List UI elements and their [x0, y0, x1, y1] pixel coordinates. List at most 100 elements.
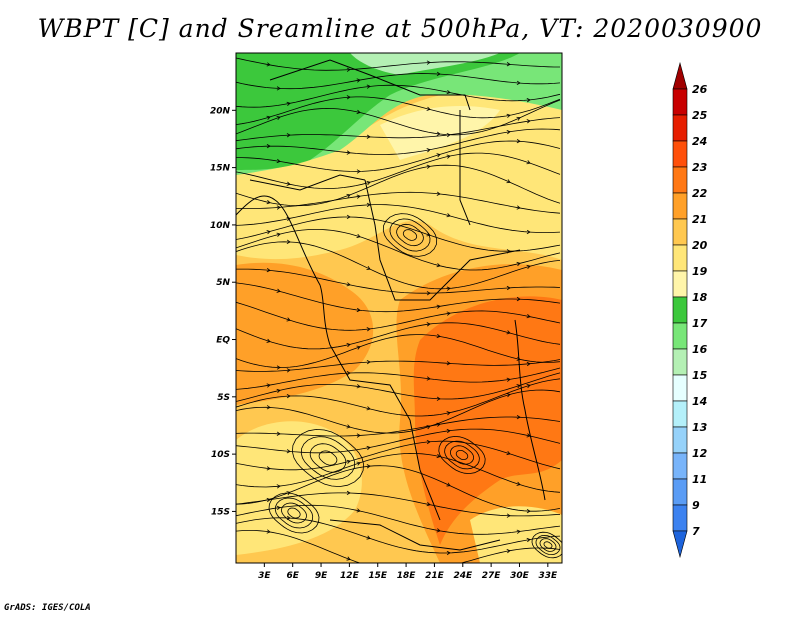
lon-label: 3E — [258, 571, 271, 581]
streamline-arrow — [286, 449, 291, 454]
streamline-arrow — [356, 169, 361, 174]
streamline-arrow — [266, 497, 271, 503]
colorbar-box — [672, 88, 688, 116]
colorbar-box — [672, 348, 688, 376]
streamline-arrow — [266, 338, 271, 343]
colorbar-label: 11 — [692, 473, 707, 486]
map-title: WBPT [C] and Sreamline at 500hPa, VT: 20… — [37, 14, 763, 43]
streamline-arrow — [366, 535, 371, 540]
colorbar-label: 14 — [692, 395, 707, 408]
streamline-arrow — [366, 266, 371, 270]
vortex-ring — [300, 436, 356, 480]
vortex-ring — [318, 450, 338, 466]
streamline — [236, 389, 561, 434]
streamline-arrow — [366, 327, 371, 332]
streamline-arrow — [506, 393, 511, 398]
streamline-arrow — [446, 213, 451, 218]
streamline-arrow — [516, 529, 521, 534]
streamline-arrow — [346, 67, 351, 72]
streamline-arrow — [516, 296, 521, 302]
streamline — [236, 216, 561, 252]
streamline-arrow — [446, 411, 451, 416]
vortex-ring — [396, 223, 424, 247]
streamline — [236, 164, 561, 207]
country-borders — [236, 59, 546, 551]
streamline-arrow — [426, 322, 431, 327]
colorbar-box — [672, 452, 688, 480]
streamline-arrow — [266, 466, 271, 471]
streamline-arrow — [346, 556, 351, 561]
streamline-arrow — [506, 285, 511, 291]
field-pale-yellow-patch — [380, 105, 500, 160]
streamline-arrow — [436, 304, 441, 309]
streamline-arrow — [436, 333, 441, 339]
colorbar-box — [672, 218, 688, 246]
streamline-arrow — [526, 314, 531, 319]
border-north-1 — [269, 59, 471, 111]
streamline-arrow — [286, 368, 291, 373]
colorbar-label: 7 — [692, 525, 700, 538]
streamline-arrow — [356, 433, 361, 438]
streamline-arrow — [506, 377, 511, 382]
field-yellow-southwest — [236, 421, 362, 555]
streamline-arrow — [276, 484, 281, 489]
lon-label: 6E — [286, 571, 299, 581]
colorbar-box — [672, 322, 688, 350]
streamline-arrow — [346, 193, 351, 198]
streamline-arrow — [446, 286, 451, 291]
vortex-ring — [438, 435, 486, 475]
streamline-arrow — [506, 179, 511, 184]
colorbar-label: 16 — [692, 343, 708, 356]
vortex-ring — [535, 534, 561, 556]
streamline — [236, 57, 560, 71]
streamline-arrow — [526, 98, 531, 103]
streamline-arrow — [506, 129, 511, 135]
streamline-arrow — [286, 181, 291, 186]
streamline-arrow — [446, 311, 451, 316]
lat-label: 10N — [210, 221, 231, 231]
lon-label: 33E — [538, 571, 558, 581]
lat-label: 20N — [210, 106, 231, 116]
streamlines — [236, 57, 562, 563]
streamline-arrow — [286, 101, 291, 106]
streamline-arrow — [356, 233, 361, 238]
streamline — [236, 372, 561, 402]
streamline-arrow — [276, 505, 281, 511]
vortex-ring — [543, 541, 553, 549]
map-axes: 20N 15N 10N 5N EQ 5S 10S 15S 3E 6E 9E 12E 15E 18E 21E 2… — [210, 106, 558, 581]
border-sahel — [249, 174, 366, 191]
streamline — [236, 504, 561, 535]
streamline-arrow — [426, 502, 431, 507]
streamline-arrow — [276, 288, 281, 293]
lon-label: 18E — [397, 571, 417, 581]
colorbar-label: 13 — [692, 421, 708, 434]
streamline-arrow — [526, 383, 531, 389]
streamline-arrow — [356, 345, 361, 350]
streamline-arrow — [356, 508, 361, 513]
border-central-2 — [329, 344, 441, 521]
colorbar-label: 12 — [692, 447, 708, 460]
colorbar-box — [672, 296, 688, 324]
streamline — [236, 530, 561, 563]
streamline-arrow — [516, 80, 521, 86]
lon-label: 9E — [315, 571, 328, 581]
streamline-arrow — [346, 424, 351, 429]
lon-label: 27E — [482, 571, 502, 581]
lon-label: 15E — [368, 571, 388, 581]
streamline-arrow — [426, 376, 431, 381]
streamline-arrow — [436, 453, 441, 459]
wbpt-field — [236, 53, 562, 563]
vortex-ring — [268, 492, 320, 534]
field-green-light — [350, 53, 500, 75]
colorbar: 26 25 24 23 22 21 20 19 18 17 16 15 14 13 12 11 9 7 — [672, 61, 708, 559]
colorbar-box — [672, 270, 688, 298]
colorbar-label: 25 — [692, 109, 708, 122]
streamline-arrow — [436, 131, 441, 136]
colorbar-box — [672, 114, 688, 142]
streamline — [236, 191, 561, 214]
streamline — [236, 440, 561, 471]
streamline-arrow — [346, 214, 351, 220]
streamline-arrow — [436, 422, 441, 427]
colorbar-label: 9 — [692, 499, 700, 512]
streamline-arrow — [446, 482, 451, 487]
